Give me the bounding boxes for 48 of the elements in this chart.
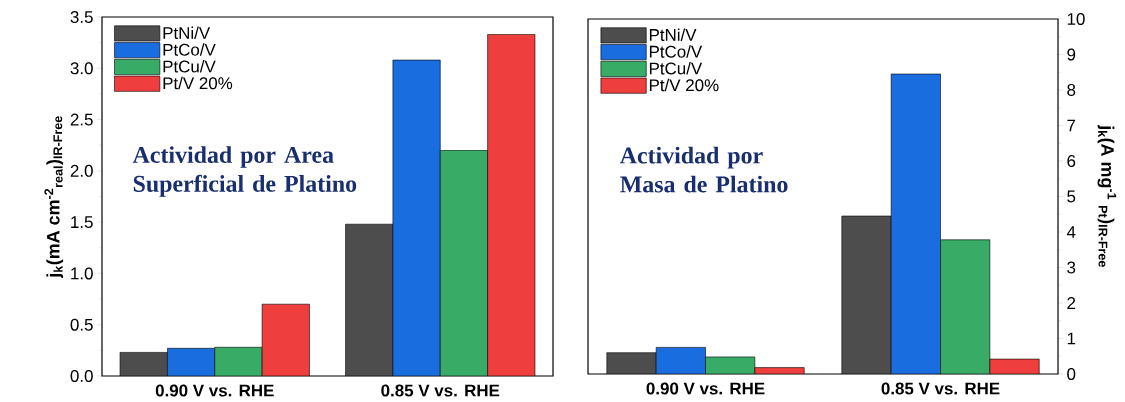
- y2-tick-label: 9: [1067, 48, 1076, 61]
- bar: [345, 223, 394, 376]
- bar: [655, 347, 706, 374]
- y2-tick-label: 2: [1067, 297, 1076, 309]
- annotation: Actividad por Area Superficial de Platino: [132, 146, 357, 197]
- bar: [487, 34, 536, 376]
- x-tick-label: 0.85 V vs. RHE: [881, 382, 1000, 395]
- legend-label: PtCu/V: [163, 60, 216, 73]
- legend-label: PtCo/V: [649, 45, 703, 58]
- y2-tick-label: 1: [1067, 332, 1076, 345]
- legend-label: PtNi/V: [649, 28, 697, 41]
- y-tick-label: 2.5: [70, 113, 93, 126]
- y-tick-label: 1.5: [71, 216, 93, 229]
- bar: [841, 215, 892, 374]
- y2-axis-title: j$_{k}$(A mg$^{-1}$ $_{Pt}$)$_{IR-Free}$: [1097, 124, 1117, 267]
- legend-label: Pt/V 20%: [649, 78, 719, 92]
- x-tick-label: 0.90 V vs. RHE: [155, 384, 274, 397]
- y2-tick-label: 10: [1067, 13, 1085, 25]
- bar: [119, 352, 168, 376]
- y-axis-title: j$_{k}$(mA cm$^{-2}$$_{real}$)$_{IR-Free}$: [44, 116, 64, 278]
- y-tick-label: 3.5: [70, 11, 93, 23]
- bar: [606, 352, 657, 374]
- y2-tick-label: 8: [1067, 84, 1076, 96]
- x-tick-label: 0.85 V vs. RHE: [381, 384, 500, 397]
- legend-label: PtNi/V: [163, 26, 211, 40]
- bar: [167, 348, 216, 376]
- bar: [940, 239, 991, 374]
- x-tick-label: 0.90 V vs. RHE: [646, 382, 765, 395]
- y2-tick-label: 6: [1067, 155, 1076, 167]
- legend-label: Pt/V 20%: [163, 76, 233, 90]
- bar: [392, 59, 441, 376]
- y2-tick-label: 3: [1067, 261, 1076, 274]
- y-tick-label: 1.0: [71, 267, 93, 280]
- annotation: Actividad por Masa de Platino: [619, 146, 788, 193]
- bar: [439, 150, 488, 376]
- bar: [214, 346, 263, 376]
- bar: [890, 73, 941, 374]
- y2-tick-label: 0: [1067, 368, 1076, 380]
- y-tick-label: 2.0: [70, 164, 93, 177]
- y2-tick-label: 5: [1067, 190, 1076, 203]
- y2-tick-label: 4: [1066, 226, 1076, 238]
- y-tick-label: 3.0: [70, 62, 93, 75]
- bar: [261, 303, 310, 376]
- legend-label: PtCo/V: [163, 43, 216, 56]
- y2-tick-label: 7: [1067, 119, 1076, 132]
- y-tick-label: 0.5: [70, 318, 93, 331]
- y-tick-label: 0.0: [70, 370, 93, 382]
- legend-label: PtCu/V: [649, 62, 703, 75]
